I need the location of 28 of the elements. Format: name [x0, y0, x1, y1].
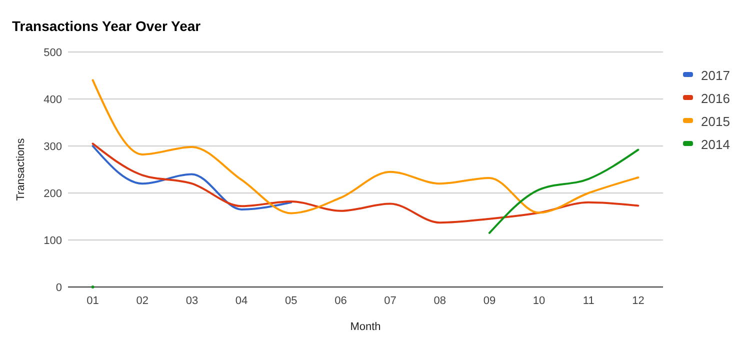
- line-series: [92, 79, 640, 214]
- y-axis-title: Transactions: [15, 138, 27, 201]
- y-tick-label: 500: [44, 47, 62, 59]
- x-tick-label: 01: [86, 295, 99, 307]
- y-tick-label: 300: [44, 141, 62, 153]
- line-series: [92, 142, 640, 224]
- x-tick-label: 06: [334, 295, 347, 307]
- x-tick-label: 08: [434, 295, 446, 307]
- legend-label: 2014: [701, 137, 730, 152]
- x-tick-label: 07: [384, 295, 396, 307]
- legend-label: 2015: [701, 114, 730, 129]
- x-tick-label: 02: [136, 295, 148, 307]
- y-tick-label: 0: [56, 282, 62, 294]
- legend-label: 2017: [701, 68, 730, 83]
- x-tick-label: 10: [532, 295, 546, 307]
- x-tick-label: 12: [632, 295, 644, 307]
- line-series: [92, 145, 292, 210]
- x-tick-label: 04: [235, 295, 248, 307]
- y-tick-label: 200: [44, 188, 62, 200]
- x-axis-title: Month: [350, 321, 381, 333]
- y-tick-label: 100: [44, 235, 62, 247]
- chart-title: Transactions Year Over Year: [12, 18, 202, 34]
- legend-label: 2016: [701, 91, 730, 106]
- x-tick-label: 11: [582, 295, 594, 307]
- x-tick-label: 09: [483, 295, 496, 307]
- y-tick-label: 400: [44, 94, 62, 106]
- x-tick-label: 05: [285, 295, 298, 307]
- x-tick-label: 03: [186, 295, 198, 307]
